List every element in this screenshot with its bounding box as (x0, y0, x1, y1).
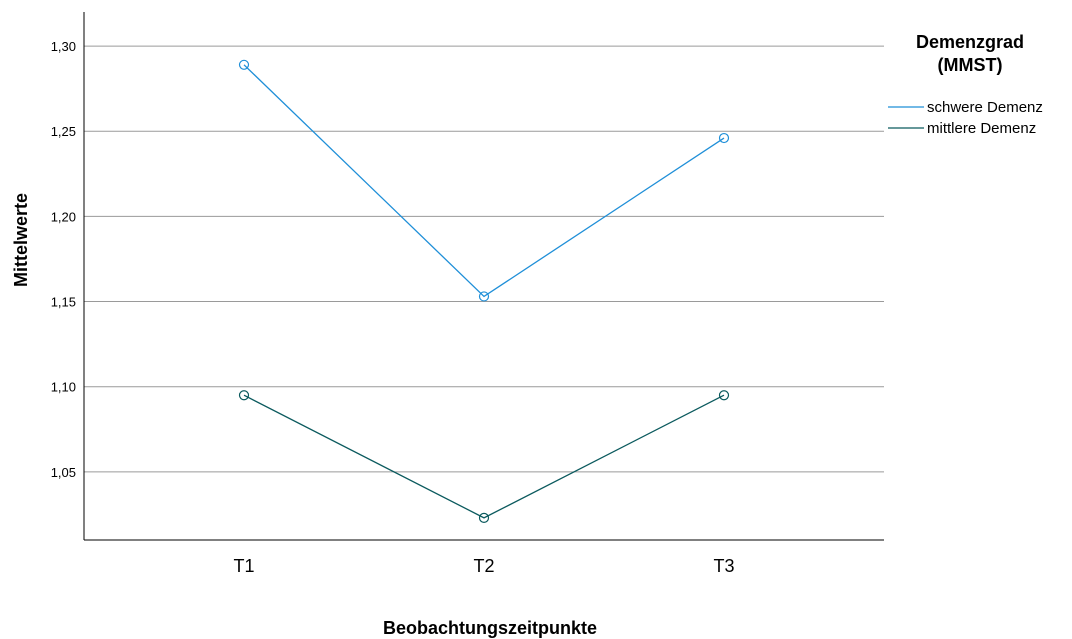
x-tick-label: T3 (713, 556, 734, 576)
legend-title-line2: (MMST) (938, 55, 1003, 75)
series-line (243, 64, 725, 298)
legend-label: schwere Demenz (927, 99, 1043, 116)
y-tick-label: 1,10 (51, 380, 76, 395)
data-point (478, 512, 490, 523)
gridlines (84, 45, 884, 473)
x-tick-labels: T1 T2 T3 (233, 556, 734, 576)
data-point (718, 132, 730, 144)
x-tick-label: T2 (473, 556, 494, 576)
data-point (478, 291, 490, 302)
y-axis-title: Mittelwerte (11, 193, 31, 287)
x-tick-label: T1 (233, 556, 254, 576)
y-tick-label: 1,15 (51, 295, 76, 310)
y-tick-label: 1,30 (51, 39, 76, 54)
y-tick-label: 1,05 (51, 465, 76, 480)
y-tick-label: 1,20 (51, 209, 76, 224)
series-line (243, 394, 725, 519)
series-1 (238, 59, 730, 302)
y-tick-label: 1,25 (51, 124, 76, 139)
y-tick-labels: 1,05 1,10 1,15 1,20 1,25 1,30 (51, 39, 76, 480)
legend: Demenzgrad (MMST) schwere Demenz mittlere… (888, 32, 1043, 137)
data-point (238, 59, 250, 70)
x-axis-title: Beobachtungszeitpunkte (383, 618, 597, 638)
legend-label: mittlere Demenz (927, 120, 1036, 137)
data-point (238, 390, 250, 401)
legend-title-line1: Demenzgrad (916, 32, 1024, 52)
data-point (718, 390, 730, 401)
legend-items: schwere Demenz mittlere Demenz (888, 99, 1043, 137)
axes (83, 12, 884, 541)
data-series (238, 59, 730, 523)
series-2 (238, 390, 730, 523)
